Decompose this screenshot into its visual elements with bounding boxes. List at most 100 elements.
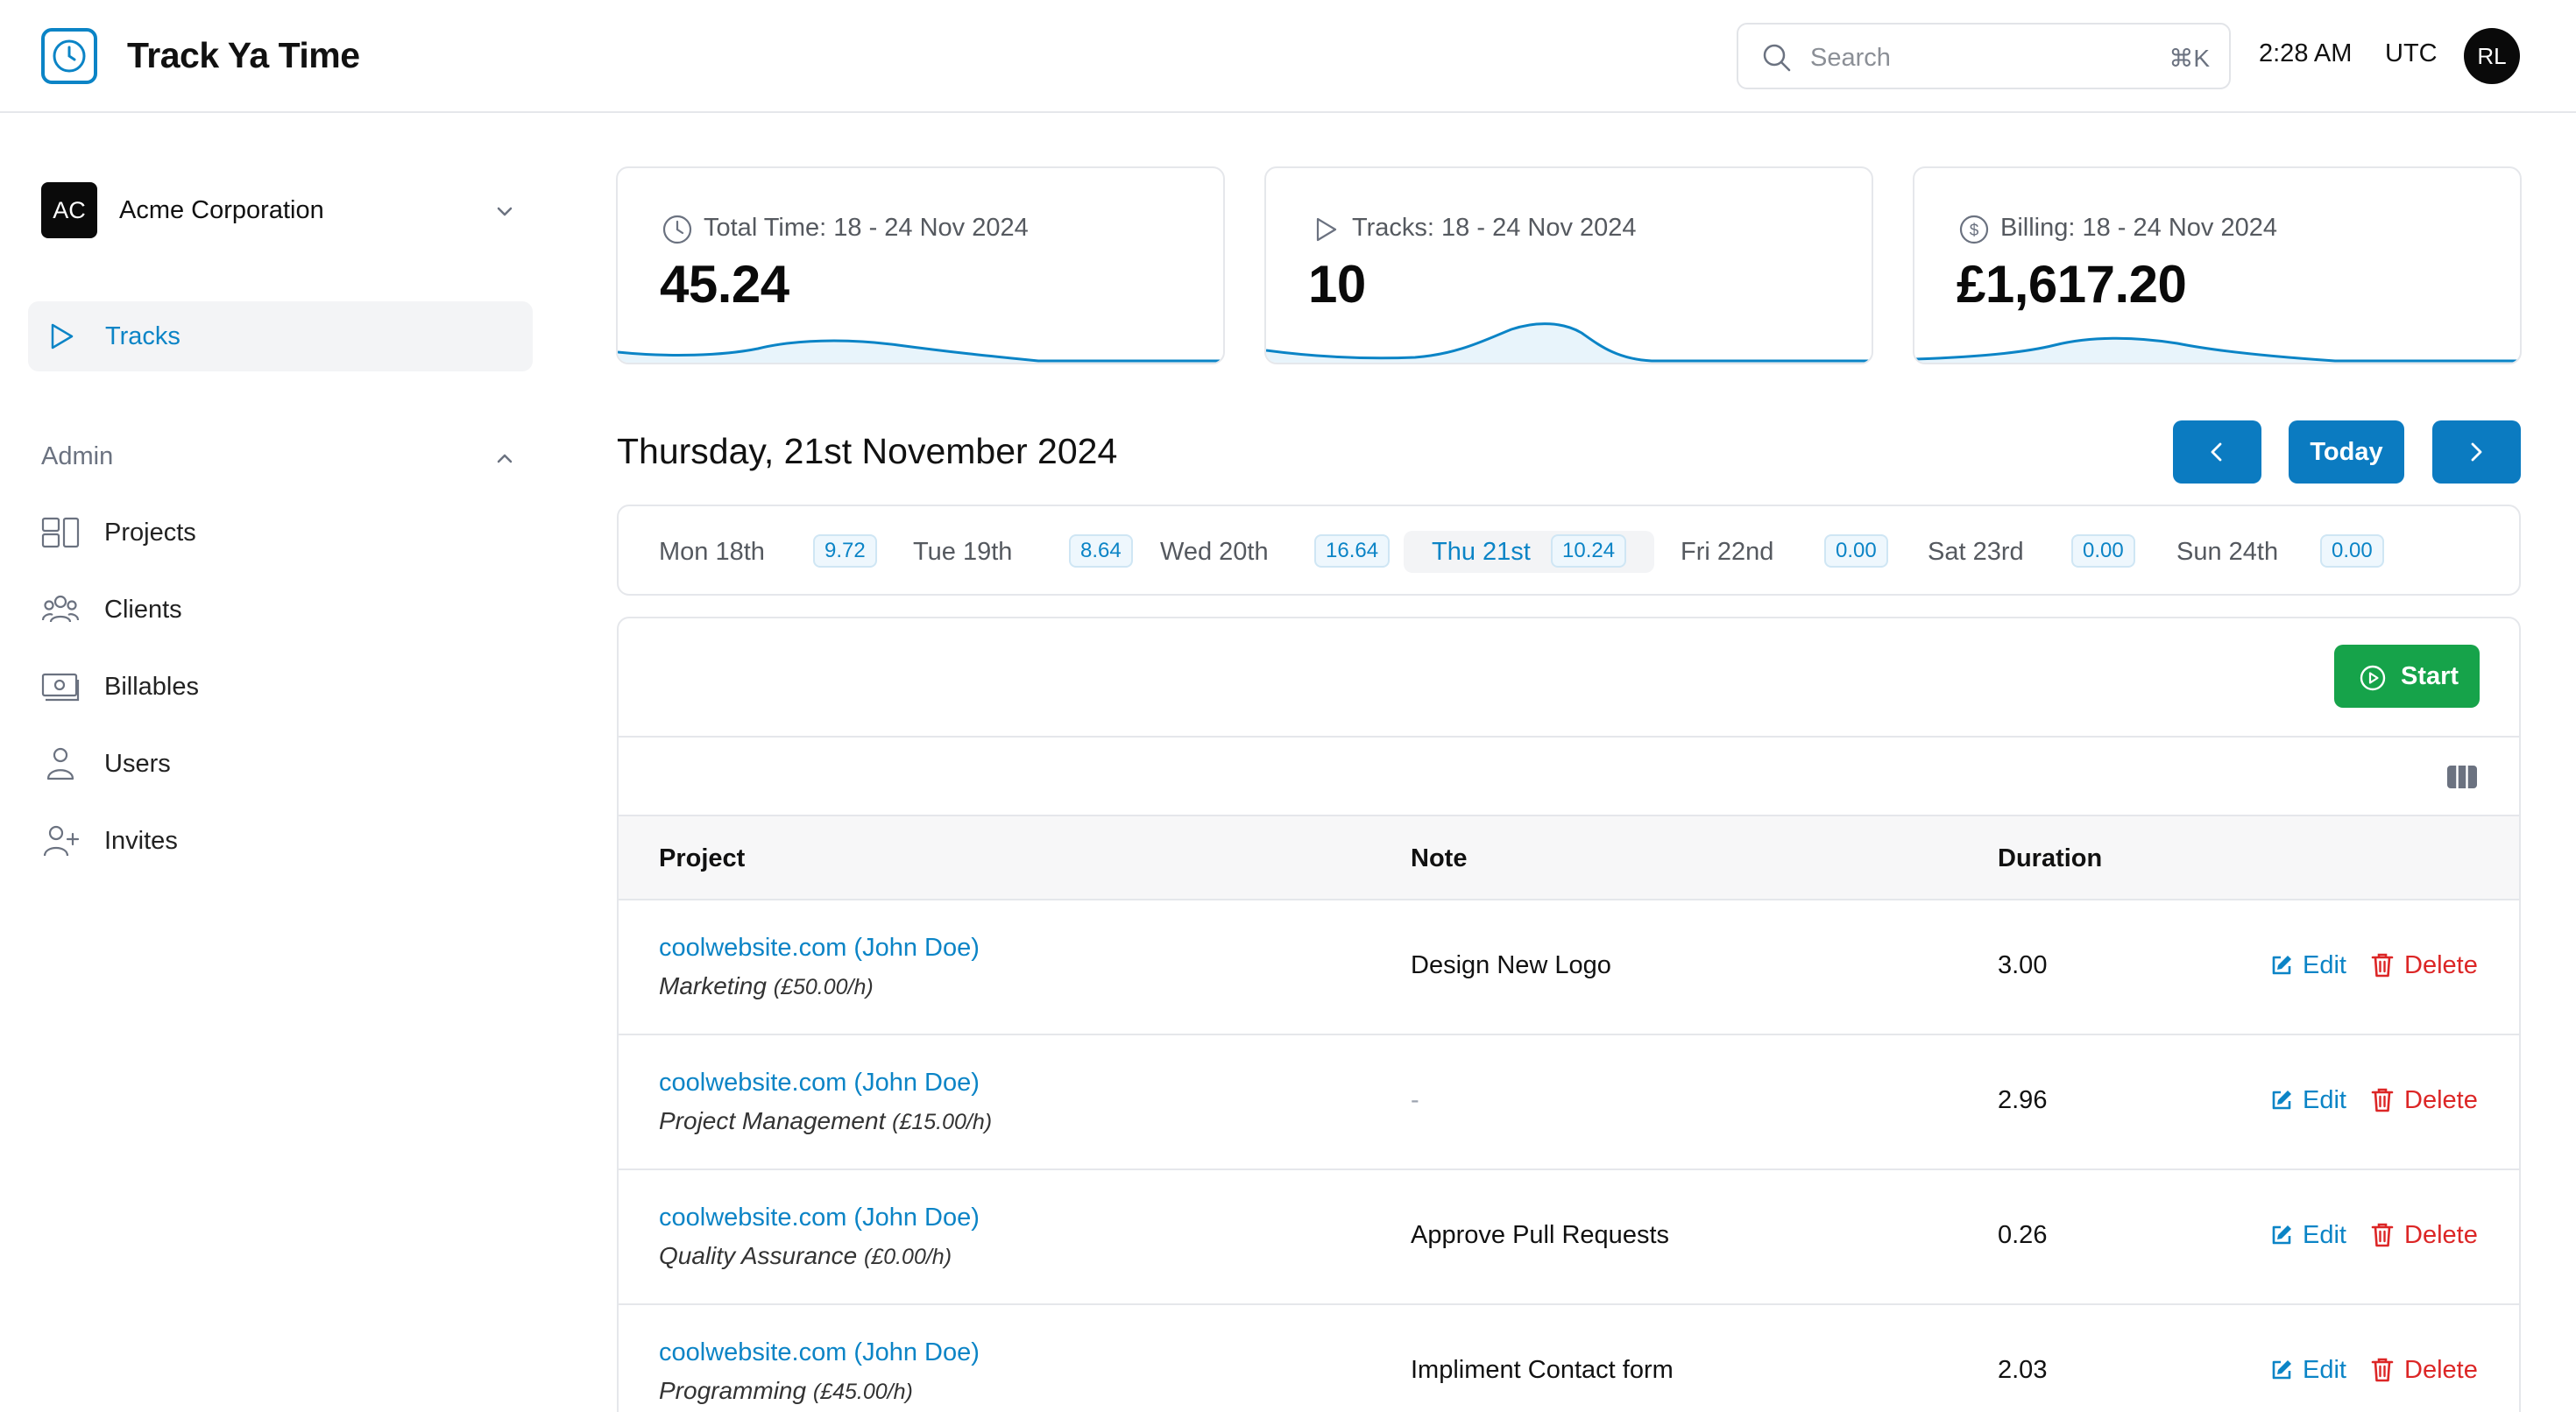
play-circle-icon — [2360, 665, 2386, 691]
app-logo[interactable] — [41, 28, 97, 84]
tracks-panel: Start Project Note Duration coolwebsite.… — [617, 617, 2521, 1412]
day-tab-tue[interactable]: Tue 19th 8.64 — [897, 531, 1133, 573]
track-duration: 2.03 — [1998, 1356, 2048, 1384]
track-duration: 0.26 — [1998, 1221, 2048, 1249]
sidebar-item-invites[interactable]: Invites — [41, 816, 514, 865]
hourly-rate: (£0.00/h) — [863, 1245, 952, 1269]
user-plus-icon — [43, 825, 80, 857]
edit-icon — [2272, 1091, 2291, 1110]
column-header-duration[interactable]: Duration — [1998, 844, 2103, 872]
stat-value: 10 — [1308, 255, 1366, 314]
sidebar-item-label: Billables — [104, 673, 199, 701]
track-note: Impliment Contact form — [1411, 1356, 1674, 1384]
day-label: Thu 21st — [1432, 538, 1531, 566]
app-title: Track Ya Time — [127, 35, 360, 75]
track-duration: 2.96 — [1998, 1086, 2048, 1114]
day-label: Sun 24th — [2176, 538, 2279, 566]
org-name: Acme Corporation — [119, 196, 324, 224]
sparkline — [1914, 336, 2520, 363]
play-icon — [1316, 217, 1337, 242]
day-tab-sat[interactable]: Sat 23rd 0.00 — [1912, 531, 2140, 573]
day-label: Mon 18th — [659, 538, 765, 566]
current-time: 2:28 AM — [2259, 39, 2353, 67]
day-tab-sun[interactable]: Sun 24th 0.00 — [2161, 531, 2388, 573]
today-button[interactable]: Today — [2289, 420, 2404, 484]
start-button-label: Start — [2401, 662, 2459, 690]
search-input[interactable]: Search ⌘K — [1737, 23, 2231, 89]
sidebar-item-clients[interactable]: Clients — [41, 585, 514, 634]
day-label: Wed 20th — [1160, 538, 1269, 566]
table-row: coolwebsite.com (John Doe) Marketing (£5… — [619, 900, 2519, 1035]
category-name: Project Management — [659, 1107, 886, 1134]
sidebar-item-label: Tracks — [105, 322, 180, 350]
sidebar-item-label: Invites — [104, 827, 178, 855]
org-switcher[interactable]: AC Acme Corporation — [41, 182, 525, 238]
sidebar-item-projects[interactable]: Projects — [41, 508, 514, 557]
user-avatar[interactable]: RL — [2464, 28, 2520, 84]
top-header: Track Ya Time Search ⌘K 2:28 AM UTC RL — [0, 0, 2576, 113]
project-link[interactable]: coolwebsite.com (John Doe) — [659, 1069, 980, 1097]
project-link[interactable]: coolwebsite.com (John Doe) — [659, 1204, 980, 1232]
user-icon — [46, 747, 74, 780]
search-shortcut: ⌘K — [2169, 45, 2210, 72]
table-header: Project Note Duration — [619, 815, 2519, 900]
column-header-project[interactable]: Project — [659, 844, 746, 872]
edit-label: Edit — [2303, 1086, 2346, 1114]
search-placeholder: Search — [1810, 44, 1891, 72]
project-category: Programming (£45.00/h) — [659, 1377, 913, 1405]
sidebar-item-users[interactable]: Users — [41, 739, 514, 788]
day-tab-thu[interactable]: Thu 21st 10.24 — [1404, 531, 1654, 573]
stat-label: Tracks: 18 - 24 Nov 2024 — [1352, 214, 1637, 242]
day-hours-badge: 0.00 — [2071, 534, 2135, 568]
delete-label: Delete — [2404, 1221, 2478, 1249]
sidebar-item-billables[interactable]: Billables — [41, 662, 514, 711]
previous-day-button[interactable] — [2173, 420, 2261, 484]
sidebar-item-label: Clients — [104, 596, 182, 624]
stat-card-tracks: Tracks: 18 - 24 Nov 2024 10 — [1264, 166, 1873, 364]
hourly-rate: (£45.00/h) — [812, 1380, 913, 1404]
day-label: Fri 22nd — [1681, 538, 1774, 566]
edit-label: Edit — [2303, 951, 2346, 979]
track-note: Design New Logo — [1411, 951, 1611, 979]
chevron-up-icon — [497, 454, 513, 463]
day-hours-badge: 0.00 — [1824, 534, 1888, 568]
project-category: Marketing (£50.00/h) — [659, 972, 874, 1000]
stat-value: 45.24 — [660, 255, 789, 314]
project-link[interactable]: coolwebsite.com (John Doe) — [659, 1338, 980, 1366]
table-toolbar — [619, 736, 2519, 815]
trash-icon — [2371, 1088, 2394, 1112]
start-button[interactable]: Start — [2334, 645, 2480, 708]
search-icon — [1763, 44, 1791, 72]
delete-label: Delete — [2404, 951, 2478, 979]
edit-label: Edit — [2303, 1221, 2346, 1249]
project-link[interactable]: coolwebsite.com (John Doe) — [659, 934, 980, 962]
hourly-rate: (£50.00/h) — [773, 975, 874, 999]
timezone[interactable]: UTC — [2385, 39, 2438, 67]
day-hours-badge: 0.00 — [2320, 534, 2384, 568]
column-header-note[interactable]: Note — [1411, 844, 1468, 872]
sparkline — [618, 339, 1223, 363]
track-note: - — [1411, 1086, 1419, 1114]
table-row: coolwebsite.com (John Doe) Project Manag… — [619, 1035, 2519, 1170]
day-hours-badge: 10.24 — [1551, 534, 1627, 568]
track-note: Approve Pull Requests — [1411, 1221, 1669, 1249]
day-hours-badge: 9.72 — [813, 534, 877, 568]
sparkline — [1266, 322, 1872, 363]
next-day-button[interactable] — [2432, 420, 2521, 484]
day-tab-wed[interactable]: Wed 20th 16.64 — [1144, 531, 1391, 573]
dollar-icon: $ — [1959, 215, 1989, 244]
table-row: coolwebsite.com (John Doe) Quality Assur… — [619, 1170, 2519, 1305]
chevron-left-icon — [2211, 442, 2222, 462]
admin-section-label: Admin — [41, 442, 114, 470]
day-tab-mon[interactable]: Mon 18th 9.72 — [643, 531, 877, 573]
delete-label: Delete — [2404, 1356, 2478, 1384]
sidebar-item-tracks[interactable]: Tracks — [28, 301, 533, 371]
stat-card-total-time: Total Time: 18 - 24 Nov 2024 45.24 — [616, 166, 1225, 364]
admin-section-toggle[interactable]: Admin — [41, 442, 525, 474]
day-tabs: Mon 18th 9.72 Tue 19th 8.64 Wed 20th 16.… — [617, 505, 2521, 596]
columns-icon[interactable] — [2446, 764, 2478, 790]
table-row: coolwebsite.com (John Doe) Programming (… — [619, 1305, 2519, 1412]
day-tab-fri[interactable]: Fri 22nd 0.00 — [1665, 531, 1893, 573]
category-name: Marketing — [659, 972, 767, 999]
sidebar-item-label: Users — [104, 750, 171, 778]
